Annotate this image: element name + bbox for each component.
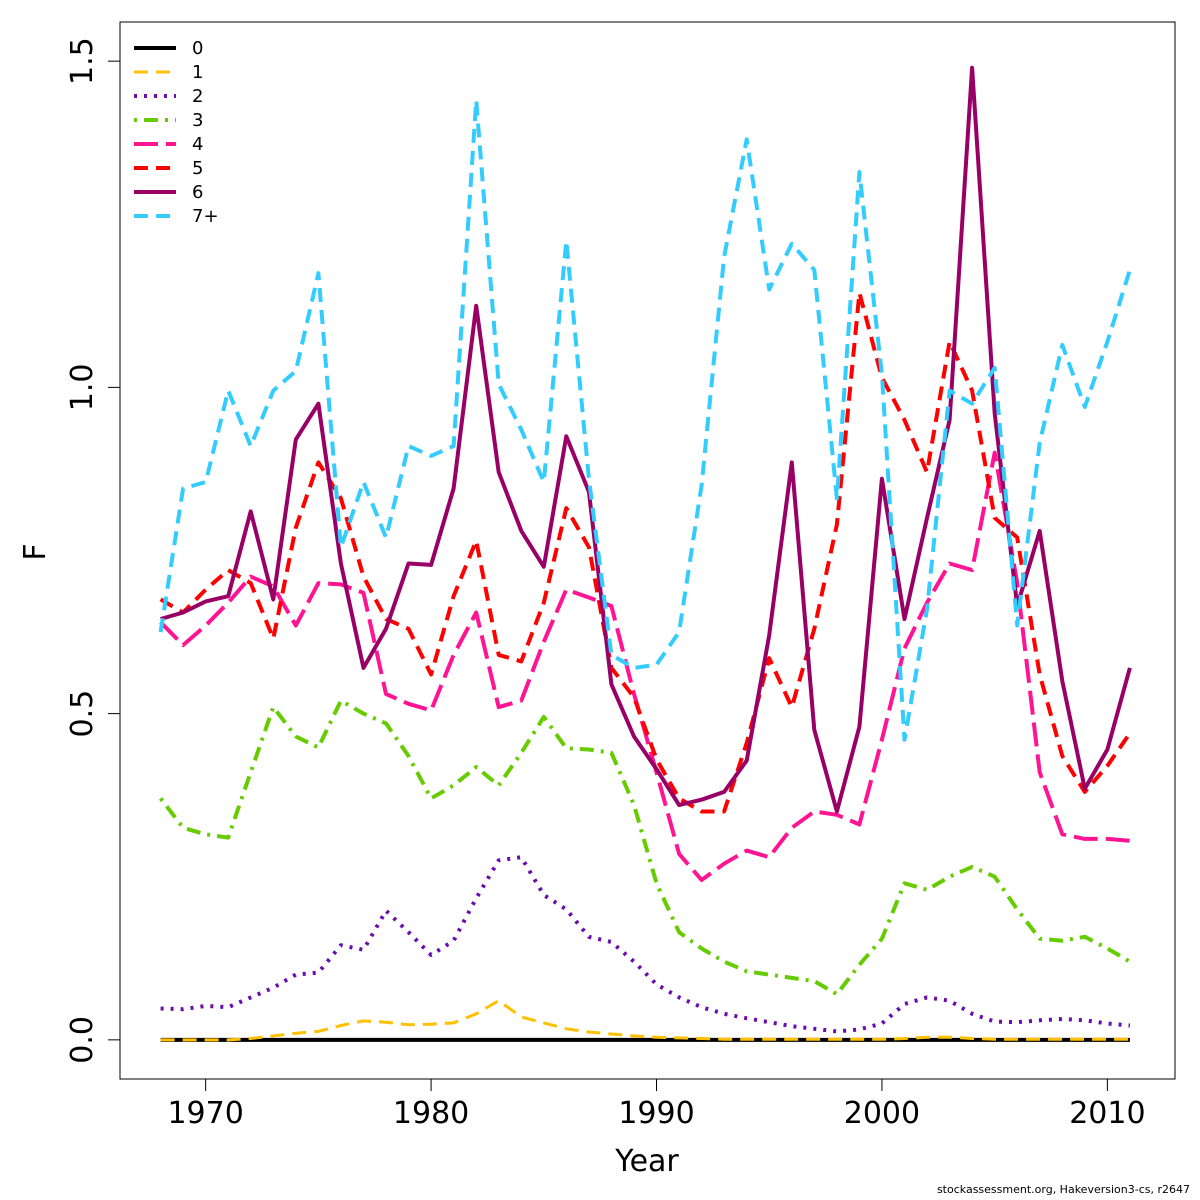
y-axis-title: F [18, 543, 53, 560]
series-line-5 [159, 290, 1132, 814]
y-tick-label: 0.0 [65, 1016, 100, 1064]
series-line-2 [160, 855, 1131, 1034]
legend-label: 5 [192, 158, 203, 179]
legend: 0 1 2 3 4 5 6 7+ [134, 38, 219, 227]
legend-label: 6 [192, 182, 203, 203]
y-tick-label: 1.5 [65, 37, 100, 85]
legend-label: 4 [192, 134, 203, 155]
series-line-6 [160, 65, 1132, 814]
x-tick-label: 1990 [618, 1096, 694, 1131]
legend-label: 0 [192, 38, 203, 59]
legend-label: 3 [192, 110, 203, 131]
x-tick-label: 2000 [844, 1096, 920, 1131]
legend-label: 2 [192, 86, 203, 107]
series-line-7plus [158, 98, 1132, 742]
legend-label: 1 [192, 62, 203, 83]
x-tick-label: 2010 [1069, 1096, 1145, 1131]
x-axis-title: Year [614, 1144, 679, 1179]
series-layer [158, 65, 1132, 1042]
series-line-1 [160, 999, 1130, 1042]
x-tick-label: 1980 [393, 1096, 469, 1131]
legend-label: 7+ [192, 206, 219, 227]
x-tick-label: 1970 [167, 1096, 243, 1131]
y-axis: 0.0 0.5 1.0 1.5 [65, 37, 121, 1064]
x-axis: 1970 1980 1990 2000 2010 [167, 1078, 1146, 1131]
y-tick-label: 1.0 [65, 364, 100, 412]
credit-text: stockassessment.org, Hakeversion3-cs, r2… [936, 1183, 1190, 1196]
series-line-3 [159, 698, 1131, 997]
y-tick-label: 0.5 [65, 690, 100, 738]
